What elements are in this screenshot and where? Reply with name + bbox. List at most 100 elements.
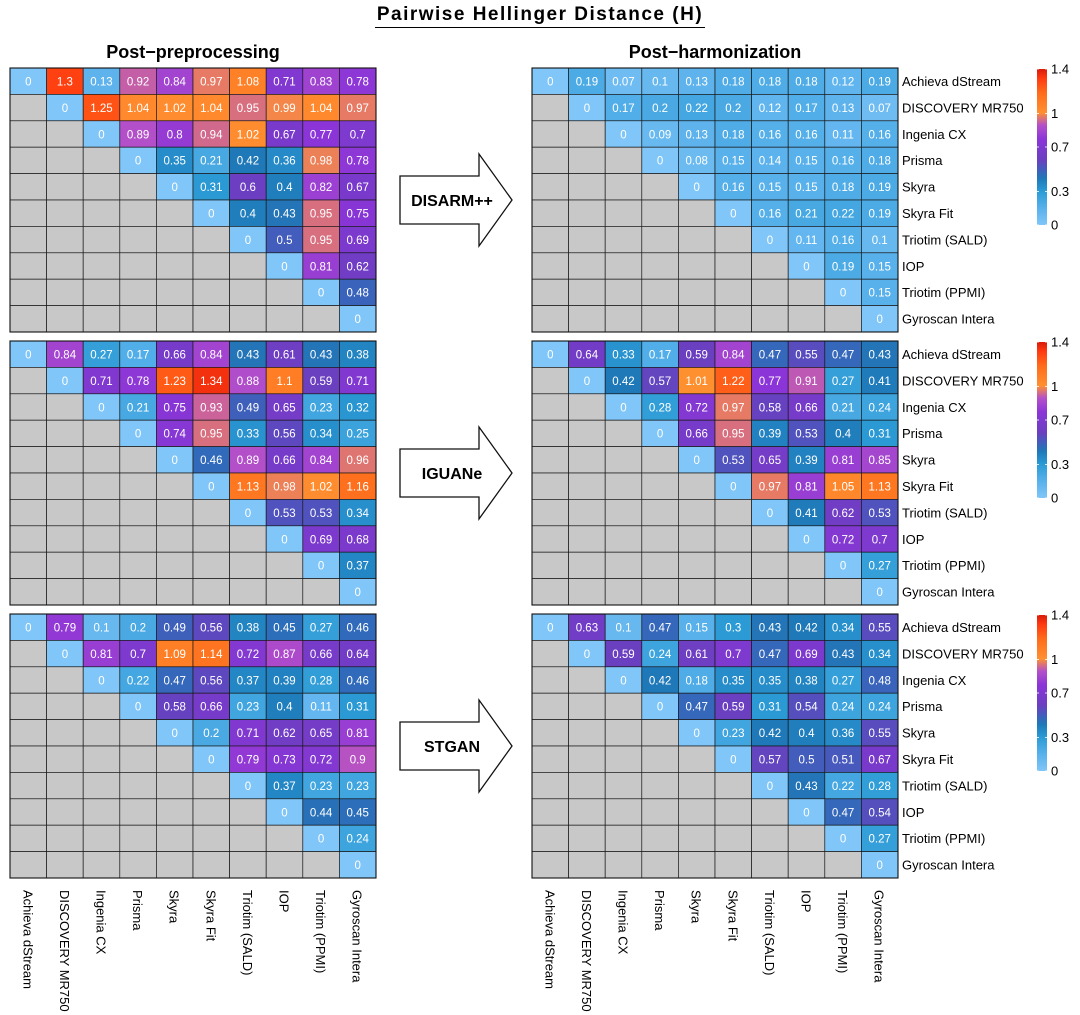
- empty-cell: [192, 278, 230, 306]
- cell-value-label: 0.43: [310, 350, 332, 362]
- empty-cell: [119, 719, 157, 747]
- col-label-pre: Triotim (SALD): [240, 890, 255, 975]
- empty-cell: [531, 824, 569, 852]
- cell-value-label: 0.16: [795, 129, 817, 141]
- cell-value-label: 0.61: [686, 649, 708, 661]
- cell-value-label: 0.24: [869, 702, 892, 714]
- empty-cell: [604, 798, 643, 826]
- cell-value-label: 0.42: [795, 623, 817, 635]
- empty-cell: [82, 551, 121, 579]
- empty-cell: [641, 226, 679, 254]
- empty-cell: [9, 252, 47, 280]
- cell-value-label: 0.81: [310, 261, 332, 273]
- cell-value-label: 0.1: [616, 623, 632, 635]
- empty-cell: [302, 578, 340, 606]
- row-label: Achieva dStream: [902, 74, 1001, 89]
- empty-cell: [568, 745, 606, 773]
- cell-value-label: 1.16: [347, 482, 369, 494]
- empty-cell: [119, 226, 157, 254]
- cell-value-label: 1.3: [57, 77, 73, 89]
- cell-value-label: 1.34: [200, 376, 223, 388]
- cell-value-label: 0.15: [869, 288, 891, 300]
- cell-value-label: 0.81: [832, 455, 854, 467]
- heatmap-pre-disarm: 0 1.3 0.13 0.92 0.84 0.97 1.08 0.71 0.83 0.78 0 1.2…: [9, 67, 377, 333]
- cell-value-label: 0: [584, 376, 590, 388]
- empty-cell: [751, 851, 789, 879]
- cell-value-label: 0.67: [347, 182, 369, 194]
- empty-cell: [568, 472, 606, 500]
- empty-cell: [82, 472, 121, 500]
- empty-cell: [9, 551, 47, 579]
- cell-value-label: 0.16: [759, 129, 781, 141]
- cell-value-label: 0.16: [832, 156, 854, 168]
- col-label-post: DISCOVERY MR750: [579, 890, 594, 1012]
- cell-value-label: 0.53: [869, 508, 891, 520]
- empty-cell: [192, 499, 230, 527]
- col-label-post: Gyroscan Intera: [872, 890, 887, 983]
- heatmap-cell: [787, 446, 826, 474]
- empty-cell: [82, 772, 121, 800]
- cell-value-label: 0.47: [832, 807, 854, 819]
- heatmap-cell: [339, 252, 377, 280]
- heatmap-cell: [265, 393, 304, 421]
- heatmap-cell: [824, 613, 862, 641]
- cell-value-label: 0: [25, 350, 31, 362]
- colorbar: 1.4 1 0.7 0.3 0: [1037, 608, 1069, 779]
- heatmap-cell: [119, 120, 157, 148]
- heatmap-cell: [119, 666, 157, 694]
- empty-cell: [119, 446, 157, 474]
- method-arrow: IGUANe: [399, 424, 513, 522]
- empty-cell: [824, 578, 862, 606]
- heatmap-cell: [787, 67, 826, 95]
- cell-value-label: 0: [657, 156, 663, 168]
- heatmap-cell: [192, 367, 230, 395]
- row-label: Prisma: [902, 153, 943, 168]
- empty-cell: [678, 499, 716, 527]
- cell-value-label: 0.83: [310, 77, 332, 89]
- cell-value-label: 0.77: [759, 376, 781, 388]
- col-title-pre: Post−preprocessing: [106, 42, 280, 62]
- empty-cell: [119, 199, 157, 227]
- colorbar-tick-label: 1.4: [1051, 608, 1069, 623]
- empty-cell: [82, 745, 121, 773]
- cell-value-label: 0.63: [576, 623, 598, 635]
- heatmap-cell: [861, 745, 899, 773]
- cell-value-label: 0.19: [832, 261, 854, 273]
- cell-value-label: 0.95: [310, 235, 332, 247]
- cell-value-label: 0.91: [795, 376, 817, 388]
- heatmap-cell: [9, 67, 47, 95]
- cell-value-label: 0.95: [200, 429, 222, 441]
- heatmap-cell: [192, 692, 230, 720]
- empty-cell: [531, 367, 569, 395]
- empty-cell: [229, 824, 267, 852]
- cell-value-label: 0.66: [686, 429, 708, 441]
- heatmap-cell: [751, 146, 789, 174]
- empty-cell: [9, 199, 47, 227]
- heatmap-cell: [824, 719, 862, 747]
- heatmap-cell: [192, 613, 230, 641]
- cell-value-label: 0.35: [759, 675, 781, 687]
- cell-value-label: 0: [354, 314, 360, 326]
- empty-cell: [678, 798, 716, 826]
- empty-cell: [531, 525, 569, 553]
- empty-cell: [9, 278, 47, 306]
- empty-cell: [678, 851, 716, 879]
- col-label-pre: IOP: [277, 890, 292, 912]
- cell-value-label: 0.78: [347, 156, 369, 168]
- col-label-pre: Gyroscan Intera: [350, 890, 365, 983]
- empty-cell: [46, 719, 84, 747]
- cell-value-label: 0.84: [310, 455, 333, 467]
- cell-value-label: 0.62: [273, 728, 295, 740]
- heatmap-cell: [714, 146, 752, 174]
- cell-value-label: 0.89: [237, 455, 259, 467]
- empty-cell: [787, 551, 826, 579]
- cell-value-label: 0.21: [795, 209, 817, 221]
- heatmap-cell: [192, 419, 230, 447]
- cell-value-label: 0: [318, 561, 324, 573]
- heatmap-cell: [229, 393, 267, 421]
- colorbar-gradient: [1037, 342, 1047, 498]
- row-label: Skyra: [902, 726, 936, 741]
- colorbar-tick-label: 1: [1051, 652, 1058, 667]
- cell-value-label: 0.16: [759, 209, 781, 221]
- cell-value-label: 0.71: [237, 728, 259, 740]
